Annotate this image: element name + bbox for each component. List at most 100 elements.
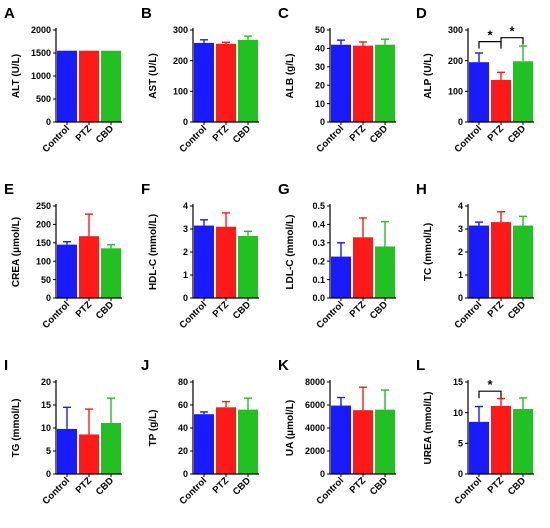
y-tick-label: 100 bbox=[173, 87, 188, 97]
bar-ptz bbox=[216, 407, 236, 474]
y-tick-label: 50 bbox=[315, 25, 325, 35]
y-tick-label: 10 bbox=[41, 423, 51, 433]
bar-cbd bbox=[375, 246, 395, 298]
bar-control bbox=[331, 256, 351, 298]
y-tick-label: 50 bbox=[41, 275, 51, 285]
y-tick-label: 0.4 bbox=[312, 220, 325, 230]
panel-letter: A bbox=[4, 5, 15, 22]
bar-control bbox=[57, 244, 77, 298]
x-tick-label-cbd: CBD bbox=[506, 123, 528, 145]
y-tick-label: 3 bbox=[458, 224, 463, 234]
y-tick-label: 100 bbox=[36, 256, 51, 266]
panel-l: L UREA (mmol/L) Control PTZ CBD 0 5 10 15 * bbox=[416, 357, 534, 507]
x-tick-label-control: Control bbox=[452, 123, 484, 155]
y-tick-label: 300 bbox=[173, 25, 188, 35]
y-tick-label: 3 bbox=[183, 224, 188, 234]
bar-ptz bbox=[353, 410, 373, 474]
y-axis-title: ALT (U/L) bbox=[11, 54, 22, 98]
x-tick-label-ptz: PTZ bbox=[211, 123, 232, 144]
y-tick-label: 20 bbox=[41, 377, 51, 387]
bar-control bbox=[469, 225, 489, 298]
y-tick-label: 0 bbox=[458, 117, 463, 127]
y-tick-label: 4 bbox=[458, 201, 463, 211]
bar-cbd bbox=[375, 409, 395, 474]
x-tick-label-cbd: CBD bbox=[94, 299, 116, 321]
y-axis-title: CREA (μmol/L) bbox=[11, 217, 22, 287]
y-tick-label: 0.2 bbox=[312, 256, 325, 266]
significance-bracket bbox=[478, 390, 502, 399]
bar-control bbox=[331, 44, 351, 122]
bar-ptz bbox=[353, 45, 373, 122]
x-tick-label-cbd: CBD bbox=[231, 475, 253, 497]
significance-bracket bbox=[500, 37, 524, 45]
panel-h: H TC (mmol/L) Control PTZ CBD 0 1 2 3 4 bbox=[416, 181, 534, 331]
x-tick-label-control: Control bbox=[177, 475, 209, 507]
x-tick-label-ptz: PTZ bbox=[348, 299, 369, 320]
y-tick-label: 5 bbox=[458, 439, 463, 449]
bar-cbd bbox=[513, 61, 533, 122]
y-tick-label: 2000 bbox=[31, 25, 51, 35]
y-tick-label: 0 bbox=[46, 117, 51, 127]
bar-control bbox=[194, 225, 214, 298]
y-tick-label: 4000 bbox=[305, 423, 325, 433]
y-tick-label: 10 bbox=[315, 99, 325, 109]
bar-cbd bbox=[238, 39, 258, 122]
panel-letter: G bbox=[278, 181, 290, 198]
panel-f: F HDL-C (mmol/L) Control PTZ CBD 0 1 2 3 4 bbox=[141, 181, 259, 331]
panel-j: J TP (g/L) Control PTZ CBD 0 20 40 60 80 bbox=[141, 357, 259, 507]
panel-k: K UA (μmol/L) Control PTZ CBD 0 2000 4000 6000 80… bbox=[278, 357, 396, 507]
x-tick-label-cbd: CBD bbox=[368, 475, 390, 497]
bar-control bbox=[469, 62, 489, 122]
x-tick-label-cbd: CBD bbox=[506, 299, 528, 321]
x-tick-label-cbd: CBD bbox=[94, 123, 116, 145]
panel-letter: C bbox=[278, 5, 289, 22]
x-tick-label-cbd: CBD bbox=[231, 299, 253, 321]
bar-ptz bbox=[353, 237, 373, 298]
y-tick-label: 10 bbox=[453, 408, 463, 418]
y-tick-label: 1 bbox=[458, 270, 463, 280]
panel-d: D ALP (U/L) Control PTZ CBD 0 100 200 300 * * bbox=[416, 5, 534, 155]
significance-star: * bbox=[487, 377, 493, 392]
y-tick-label: 0 bbox=[183, 117, 188, 127]
x-tick-label-ptz: PTZ bbox=[348, 123, 369, 144]
y-tick-label: 0 bbox=[46, 293, 51, 303]
x-tick-label-ptz: PTZ bbox=[486, 123, 507, 144]
panel-i: I TG (mmol/L) Control PTZ CBD 0 5 10 15 20 bbox=[4, 357, 122, 507]
x-tick-label-control: Control bbox=[40, 475, 72, 507]
bar-ptz bbox=[216, 226, 236, 298]
bar-cbd bbox=[513, 408, 533, 474]
panel-letter: I bbox=[4, 357, 8, 374]
panel-b: B AST (U/L) Control PTZ CBD 0 100 200 300 bbox=[141, 5, 259, 155]
x-tick-label-ptz: PTZ bbox=[211, 475, 232, 496]
bar-cbd bbox=[238, 409, 258, 474]
y-tick-label: 40 bbox=[178, 423, 188, 433]
x-tick-label-cbd: CBD bbox=[368, 299, 390, 321]
panel-letter: F bbox=[141, 181, 150, 198]
y-tick-label: 200 bbox=[448, 56, 463, 66]
y-tick-label: 2000 bbox=[305, 446, 325, 456]
x-tick-label-ptz: PTZ bbox=[486, 299, 507, 320]
bar-cbd bbox=[375, 44, 395, 122]
significance-bracket bbox=[478, 41, 502, 49]
y-tick-label: 20 bbox=[178, 446, 188, 456]
y-tick-label: 0 bbox=[320, 117, 325, 127]
bar-cbd bbox=[101, 50, 121, 123]
panel-c: C ALB (g/L) Control PTZ CBD 0 10 20 30 40 50 bbox=[278, 5, 396, 155]
bar-cbd bbox=[101, 248, 121, 298]
y-axis-title: TP (g/L) bbox=[148, 409, 159, 446]
y-tick-label: 0.1 bbox=[312, 275, 325, 285]
bar-control bbox=[331, 405, 351, 474]
y-axis-title: ALB (g/L) bbox=[285, 54, 296, 99]
y-tick-label: 80 bbox=[178, 377, 188, 387]
y-axis-title: TG (mmol/L) bbox=[11, 399, 22, 458]
panel-e: E CREA (μmol/L) Control PTZ CBD 0 50 100 150 200 2… bbox=[4, 181, 122, 331]
panel-letter: B bbox=[141, 5, 152, 22]
y-tick-label: 40 bbox=[315, 44, 325, 54]
panel-letter: J bbox=[141, 357, 149, 374]
y-tick-label: 5 bbox=[46, 446, 51, 456]
y-tick-label: 60 bbox=[178, 400, 188, 410]
x-tick-label-control: Control bbox=[314, 123, 346, 155]
y-tick-label: 0 bbox=[46, 469, 51, 479]
bar-cbd bbox=[513, 225, 533, 298]
y-tick-label: 0 bbox=[458, 469, 463, 479]
